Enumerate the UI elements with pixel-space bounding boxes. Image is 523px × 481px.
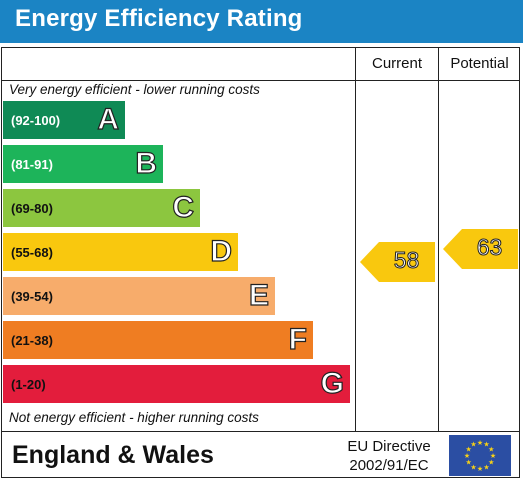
band-e: (39-54) E xyxy=(3,277,275,315)
directive-line-2: 2002/91/EC xyxy=(349,457,429,474)
band-range-label: (21-38) xyxy=(11,332,53,348)
eu-star-icon: ★ xyxy=(477,465,483,473)
band-letter: D xyxy=(210,234,233,268)
page-title: Energy Efficiency Rating xyxy=(15,5,303,32)
band-f: (21-38) F xyxy=(3,321,313,359)
header-divider xyxy=(1,80,520,81)
band-b: (81-91) B xyxy=(3,145,163,183)
current-rating-value: 58 xyxy=(393,247,420,274)
bottom-efficiency-note: Not energy efficient - higher running co… xyxy=(9,410,259,425)
eu-star-icon: ★ xyxy=(466,459,472,467)
rating-table-frame xyxy=(1,47,520,478)
eu-star-icon: ★ xyxy=(488,459,494,467)
band-range-label: (69-80) xyxy=(11,200,53,216)
footer-divider xyxy=(1,431,520,432)
band-range-label: (81-91) xyxy=(11,156,53,172)
potential-rating-value: 63 xyxy=(476,234,503,261)
eu-star-icon: ★ xyxy=(470,441,476,449)
eu-star-icon: ★ xyxy=(470,463,476,471)
band-a: (92-100) A xyxy=(3,101,125,139)
band-g: (1-20) G xyxy=(3,365,350,403)
eu-star-icon: ★ xyxy=(490,452,496,460)
current-rating-arrow: 58 xyxy=(360,242,435,282)
top-efficiency-note: Very energy efficient - lower running co… xyxy=(9,82,260,97)
band-letter: G xyxy=(320,366,345,400)
current-column-header: Current xyxy=(371,55,423,72)
eu-directive: EU Directive 2002/91/EC xyxy=(333,437,445,475)
band-range-label: (1-20) xyxy=(11,376,46,392)
band-letter: E xyxy=(248,278,269,312)
band-letter: F xyxy=(288,322,308,356)
eu-star-icon: ★ xyxy=(483,441,489,449)
directive-line-1: EU Directive xyxy=(347,438,431,455)
current-column-divider xyxy=(355,47,356,432)
eu-star-icon: ★ xyxy=(464,452,470,460)
potential-column-divider xyxy=(438,47,439,432)
band-range-label: (55-68) xyxy=(11,244,53,260)
potential-column-header: Potential xyxy=(450,55,509,72)
eu-star-icon: ★ xyxy=(477,439,483,447)
eu-star-icon: ★ xyxy=(488,446,494,454)
potential-rating-arrow: 63 xyxy=(443,229,518,269)
band-range-label: (92-100) xyxy=(11,112,61,128)
region-label: England & Wales xyxy=(12,441,214,469)
band-letter: C xyxy=(172,190,195,224)
eu-star-icon: ★ xyxy=(466,446,472,454)
title-bar: Energy Efficiency Rating xyxy=(0,0,523,43)
band-letter: B xyxy=(135,146,158,180)
band-range-label: (39-54) xyxy=(11,288,53,304)
eu-star-icon: ★ xyxy=(483,463,489,471)
band-c: (69-80) C xyxy=(3,189,200,227)
eu-flag-icon: ★ ★ ★ ★ ★ ★ ★ ★ ★ ★ ★ ★ xyxy=(449,435,511,476)
band-letter: A xyxy=(97,102,120,136)
band-d: (55-68) D xyxy=(3,233,238,271)
